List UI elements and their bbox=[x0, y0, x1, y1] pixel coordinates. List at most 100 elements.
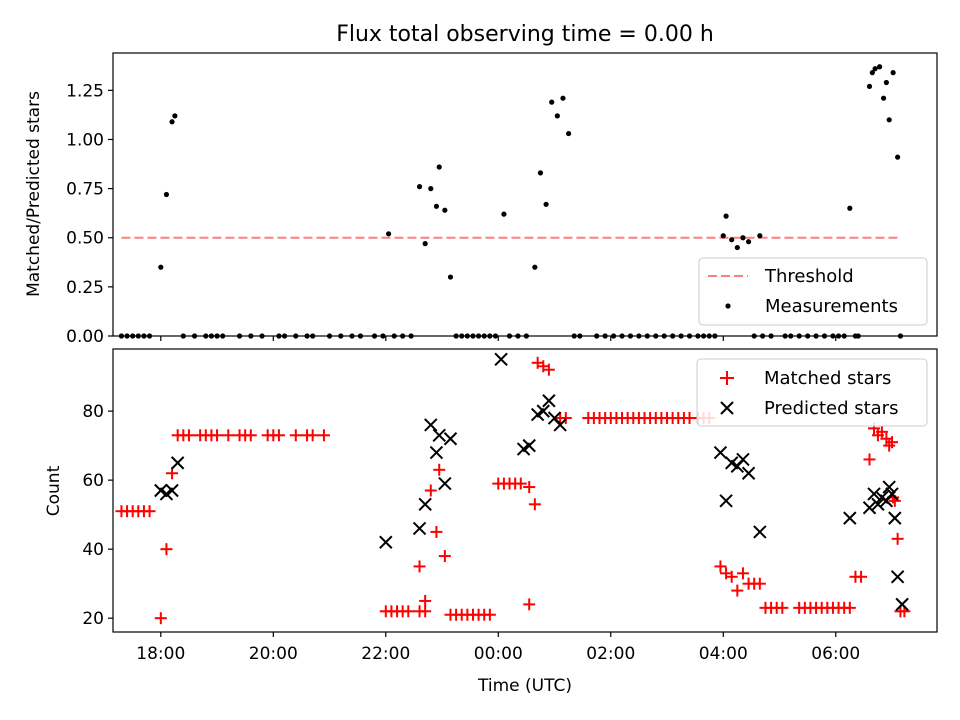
predicted-star-marker bbox=[429, 445, 444, 460]
matched-star-marker bbox=[753, 577, 766, 590]
legend-box bbox=[696, 358, 928, 427]
matched-star-marker bbox=[160, 543, 173, 556]
count-x-ticks: 18:00 20:00 22:00 00:00 02:00 04:00 06:00 bbox=[136, 632, 860, 664]
legend-threshold-label: Threshold bbox=[764, 266, 854, 287]
matched-stars-points bbox=[115, 356, 911, 625]
x-tick-label: 04:00 bbox=[699, 644, 748, 664]
matched-star-marker bbox=[523, 481, 536, 494]
predicted-star-marker bbox=[719, 494, 733, 508]
matched-star-marker bbox=[413, 560, 426, 573]
predicted-star-marker bbox=[553, 418, 567, 432]
predicted-star-marker bbox=[862, 501, 877, 515]
predicted-star-marker bbox=[412, 521, 427, 536]
predicted-star-marker bbox=[522, 438, 536, 453]
matched-star-marker bbox=[514, 477, 527, 490]
matched-star-marker bbox=[402, 605, 415, 618]
y-tick-label: 80 bbox=[82, 402, 104, 422]
matched-star-marker bbox=[875, 425, 888, 438]
predicted-star-marker bbox=[542, 394, 556, 408]
predicted-star-marker bbox=[895, 597, 909, 612]
measurement-point bbox=[729, 237, 735, 243]
matched-star-marker bbox=[886, 436, 899, 449]
measurement-point bbox=[745, 239, 752, 245]
predicted-star-marker bbox=[736, 452, 750, 467]
predicted-star-marker bbox=[871, 497, 885, 512]
matched-star-marker bbox=[306, 429, 319, 442]
measurement-point bbox=[890, 70, 896, 76]
predicted-star-marker bbox=[888, 511, 902, 525]
measurement-point bbox=[883, 79, 889, 86]
measurement-point bbox=[416, 184, 423, 190]
measurement-point bbox=[847, 205, 853, 211]
measurement-point bbox=[560, 95, 566, 101]
predicted-star-marker bbox=[438, 476, 452, 491]
matched-star-marker bbox=[182, 429, 195, 442]
matched-star-marker bbox=[272, 429, 285, 442]
measurement-point bbox=[433, 203, 440, 209]
x-tick-label: 06:00 bbox=[811, 644, 860, 664]
predicted-star-marker bbox=[753, 525, 767, 539]
y-axis-label-ratio: Matched/Predicted stars bbox=[24, 91, 44, 297]
matched-star-marker bbox=[438, 550, 451, 563]
predicted-star-marker bbox=[890, 570, 905, 584]
y-tick-label: 20 bbox=[82, 609, 104, 629]
measurement-point bbox=[895, 154, 901, 160]
measurement-point bbox=[757, 233, 763, 239]
measurement-point bbox=[501, 211, 507, 217]
ratio-legend: Threshold Measurements bbox=[698, 257, 928, 326]
matched-star-marker bbox=[154, 612, 167, 625]
measurement-point bbox=[169, 119, 175, 125]
y-tick-label: 0.75 bbox=[66, 180, 104, 200]
legend-predicted-label: Predicted stars bbox=[764, 398, 898, 419]
predicted-star-marker bbox=[443, 432, 458, 446]
ratio-x-ticks bbox=[160, 336, 837, 341]
measurement-point bbox=[866, 83, 873, 90]
matched-star-marker bbox=[736, 567, 749, 580]
count-plot-frame bbox=[112, 348, 938, 633]
matched-star-marker bbox=[433, 463, 446, 476]
matched-star-marker bbox=[528, 498, 541, 511]
x-tick-label: 02:00 bbox=[586, 644, 635, 664]
measurement-point bbox=[442, 207, 448, 213]
y-tick-label: 1.00 bbox=[66, 130, 104, 150]
matched-star-marker bbox=[891, 532, 904, 545]
measurement-point bbox=[723, 213, 729, 219]
matched-star-marker bbox=[725, 570, 738, 583]
y-tick-label: 1.25 bbox=[66, 81, 104, 101]
matched-star-marker bbox=[843, 601, 856, 614]
matched-star-marker bbox=[317, 429, 330, 442]
measurement-point bbox=[172, 113, 178, 119]
measurement-point bbox=[158, 264, 164, 270]
legend-predicted-swatch bbox=[720, 401, 734, 415]
measurement-point bbox=[740, 235, 746, 241]
measurement-point bbox=[880, 95, 887, 101]
count-panel: Count Time (UTC) 20 40 60 80 18:00 20:00 22:0… bbox=[44, 348, 938, 696]
predicted-star-marker bbox=[170, 456, 185, 470]
measurement-point bbox=[532, 264, 538, 270]
matched-star-marker bbox=[523, 598, 536, 611]
legend-measurements-label: Measurements bbox=[765, 296, 898, 317]
measurement-point bbox=[436, 164, 442, 170]
count-legend: Matched stars Predicted stars bbox=[696, 358, 928, 427]
measurement-point bbox=[422, 241, 428, 247]
predicted-star-marker bbox=[843, 511, 857, 525]
measurement-point bbox=[869, 70, 875, 76]
x-tick-label: 20:00 bbox=[249, 644, 298, 664]
x-tick-label: 22:00 bbox=[361, 644, 410, 664]
matched-star-marker bbox=[731, 584, 744, 597]
count-y-ticks: 20 40 60 80 bbox=[82, 402, 113, 629]
predicted-star-marker bbox=[418, 497, 432, 512]
measurement-point bbox=[720, 233, 726, 239]
y-tick-label: 0.50 bbox=[66, 229, 104, 249]
measurement-point bbox=[877, 64, 883, 70]
measurement-point bbox=[163, 191, 170, 198]
predicted-star-marker bbox=[741, 466, 756, 480]
predicted-star-marker bbox=[424, 418, 438, 432]
y-axis-label-count: Count bbox=[44, 465, 64, 516]
legend-box bbox=[698, 257, 928, 326]
x-tick-label: 18:00 bbox=[136, 644, 185, 664]
measurement-point bbox=[886, 117, 892, 123]
measurement-point bbox=[428, 186, 434, 192]
predicted-star-marker bbox=[432, 428, 446, 442]
measurement-point bbox=[386, 231, 392, 237]
